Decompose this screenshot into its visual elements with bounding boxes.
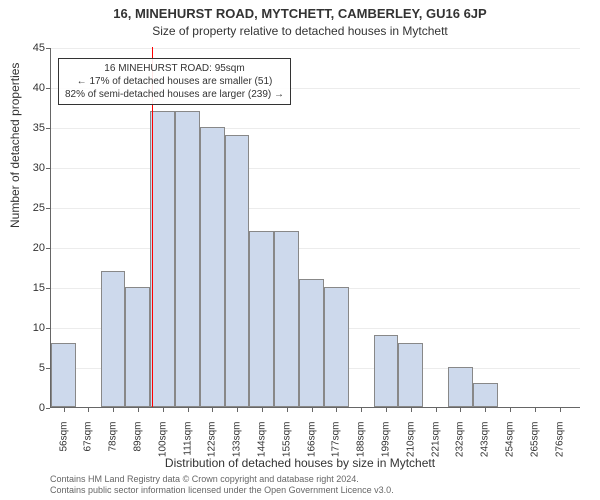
x-tick-label: 232sqm	[455, 422, 466, 472]
x-tick-mark	[411, 408, 412, 412]
y-tick-label: 25	[15, 202, 45, 214]
x-tick-mark	[262, 408, 263, 412]
chart-title-main: 16, MINEHURST ROAD, MYTCHETT, CAMBERLEY,…	[0, 6, 600, 21]
y-tick-mark	[46, 248, 50, 249]
histogram-chart: 16, MINEHURST ROAD, MYTCHETT, CAMBERLEY,…	[0, 0, 600, 500]
x-tick-mark	[560, 408, 561, 412]
histogram-bar	[200, 127, 225, 407]
x-tick-label: 67sqm	[83, 422, 94, 472]
grid-line	[51, 248, 580, 249]
x-tick-mark	[485, 408, 486, 412]
grid-line	[51, 128, 580, 129]
histogram-bar	[473, 383, 498, 407]
x-tick-mark	[188, 408, 189, 412]
x-tick-mark	[237, 408, 238, 412]
annotation-box: 16 MINEHURST ROAD: 95sqm ← 17% of detach…	[58, 58, 291, 105]
x-tick-mark	[163, 408, 164, 412]
grid-line	[51, 208, 580, 209]
x-tick-label: 166sqm	[306, 422, 317, 472]
x-tick-label: 122sqm	[207, 422, 218, 472]
y-tick-mark	[46, 408, 50, 409]
y-tick-mark	[46, 88, 50, 89]
histogram-bar	[374, 335, 399, 407]
y-tick-mark	[46, 128, 50, 129]
x-tick-label: 243sqm	[480, 422, 491, 472]
x-tick-label: 89sqm	[132, 422, 143, 472]
x-tick-label: 111sqm	[182, 422, 193, 472]
histogram-bar	[150, 111, 175, 407]
y-tick-mark	[46, 288, 50, 289]
histogram-bar	[125, 287, 150, 407]
x-tick-label: 78sqm	[108, 422, 119, 472]
histogram-bar	[249, 231, 274, 407]
x-tick-label: 210sqm	[405, 422, 416, 472]
attribution-line2: Contains public sector information licen…	[50, 485, 394, 496]
y-tick-label: 15	[15, 282, 45, 294]
x-tick-mark	[361, 408, 362, 412]
y-tick-label: 40	[15, 82, 45, 94]
histogram-bar	[101, 271, 126, 407]
y-tick-label: 0	[15, 402, 45, 414]
annotation-line1: 16 MINEHURST ROAD: 95sqm	[65, 62, 284, 75]
annotation-line3: 82% of semi-detached houses are larger (…	[65, 88, 284, 101]
x-tick-mark	[336, 408, 337, 412]
x-tick-label: 144sqm	[257, 422, 268, 472]
attribution-text: Contains HM Land Registry data © Crown c…	[50, 474, 394, 496]
x-tick-mark	[436, 408, 437, 412]
x-tick-label: 276sqm	[554, 422, 565, 472]
x-tick-mark	[287, 408, 288, 412]
x-tick-mark	[88, 408, 89, 412]
x-tick-mark	[64, 408, 65, 412]
grid-line	[51, 168, 580, 169]
x-tick-label: 199sqm	[381, 422, 392, 472]
x-tick-label: 133sqm	[232, 422, 243, 472]
y-tick-label: 5	[15, 362, 45, 374]
y-tick-label: 45	[15, 42, 45, 54]
x-tick-label: 155sqm	[281, 422, 292, 472]
x-tick-label: 100sqm	[157, 422, 168, 472]
histogram-bar	[299, 279, 324, 407]
x-tick-label: 221sqm	[430, 422, 441, 472]
histogram-bar	[448, 367, 473, 407]
x-tick-label: 177sqm	[331, 422, 342, 472]
y-tick-mark	[46, 168, 50, 169]
x-tick-mark	[312, 408, 313, 412]
histogram-bar	[324, 287, 349, 407]
grid-line	[51, 48, 580, 49]
y-tick-label: 10	[15, 322, 45, 334]
y-tick-label: 30	[15, 162, 45, 174]
x-tick-label: 254sqm	[505, 422, 516, 472]
y-tick-mark	[46, 48, 50, 49]
y-tick-mark	[46, 328, 50, 329]
x-tick-mark	[460, 408, 461, 412]
y-tick-mark	[46, 368, 50, 369]
x-tick-mark	[510, 408, 511, 412]
y-tick-label: 35	[15, 122, 45, 134]
x-tick-mark	[535, 408, 536, 412]
chart-title-sub: Size of property relative to detached ho…	[0, 24, 600, 38]
y-tick-mark	[46, 208, 50, 209]
x-tick-label: 265sqm	[529, 422, 540, 472]
x-tick-mark	[138, 408, 139, 412]
histogram-bar	[274, 231, 299, 407]
histogram-bar	[175, 111, 200, 407]
annotation-line2: ← 17% of detached houses are smaller (51…	[65, 75, 284, 88]
histogram-bar	[398, 343, 423, 407]
histogram-bar	[51, 343, 76, 407]
histogram-bar	[225, 135, 250, 407]
x-tick-label: 56sqm	[58, 422, 69, 472]
x-tick-mark	[212, 408, 213, 412]
x-tick-mark	[386, 408, 387, 412]
x-tick-mark	[113, 408, 114, 412]
attribution-line1: Contains HM Land Registry data © Crown c…	[50, 474, 394, 485]
y-tick-label: 20	[15, 242, 45, 254]
x-tick-label: 188sqm	[356, 422, 367, 472]
